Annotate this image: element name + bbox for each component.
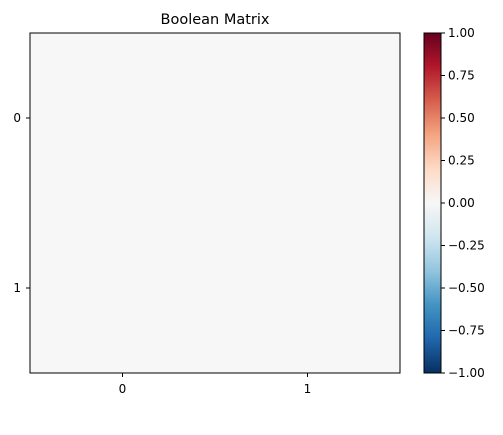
colorbar-tick-label: 0.25 xyxy=(448,154,475,168)
colorbar-axis: 1.00 0.75 0.50 0.25 0.00 −0.25 −0.50 −0.75 −1.00 xyxy=(441,26,485,380)
x-tick-label: 0 xyxy=(119,382,127,396)
colorbar-tick-label: −0.25 xyxy=(448,239,485,253)
chart-title: Boolean Matrix xyxy=(161,12,270,28)
heatmap-cell-1-0 xyxy=(30,203,216,374)
heatmap-cell-0-0 xyxy=(30,33,216,204)
colorbar-tick-label: −0.75 xyxy=(448,324,485,338)
colorbar-tick-label: −1.00 xyxy=(448,366,485,380)
colorbar-tick-label: 0.00 xyxy=(448,196,475,210)
heatmap-cell-0-1 xyxy=(215,33,401,204)
heatmap-cells xyxy=(30,33,401,374)
heatmap-cell-1-1 xyxy=(215,203,401,374)
colorbar-tick-label: 0.75 xyxy=(448,69,475,83)
y-tick-label: 0 xyxy=(13,111,21,125)
y-axis: 01 xyxy=(13,111,30,295)
colorbar-tick-label: −0.50 xyxy=(448,281,485,295)
colorbar-tick-label: 1.00 xyxy=(448,26,475,40)
colorbar-tick-label: 0.50 xyxy=(448,111,475,125)
x-tick-label: 1 xyxy=(304,382,312,396)
colorbar xyxy=(423,32,442,374)
plot-frame xyxy=(29,32,401,374)
y-tick-label: 1 xyxy=(13,281,21,295)
